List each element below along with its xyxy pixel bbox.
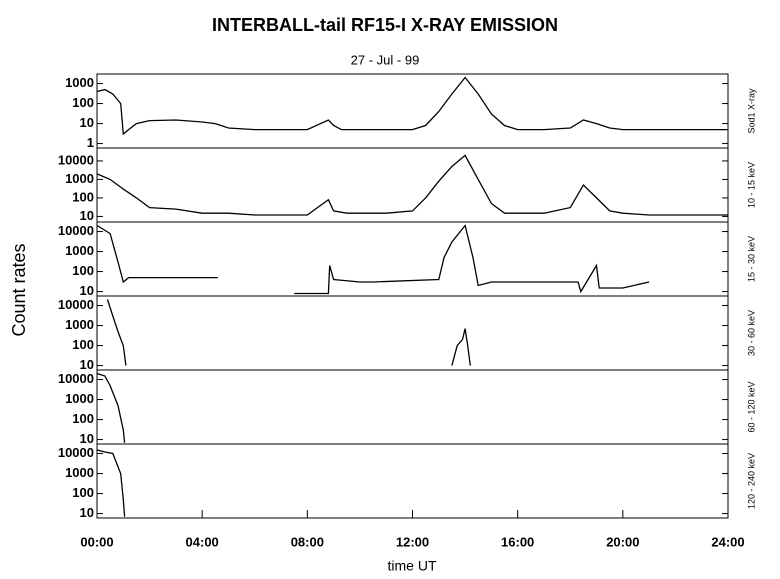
x-tick-label: 04:00 bbox=[186, 534, 219, 549]
data-line bbox=[96, 449, 126, 517]
y-tick-label: 100 bbox=[72, 411, 94, 426]
panel-frame bbox=[96, 443, 729, 519]
chart-subtitle: 27 - Jul - 99 bbox=[351, 52, 420, 67]
y-tick-label: 100 bbox=[72, 263, 94, 278]
x-axis-label: time UT bbox=[388, 558, 437, 574]
panel-frame bbox=[96, 369, 729, 445]
y-tick-label: 1000 bbox=[65, 171, 94, 186]
y-tick-label: 1000 bbox=[65, 243, 94, 258]
y-tick-label: 1000 bbox=[65, 465, 94, 480]
channel-label: 15 - 30 keV bbox=[746, 236, 756, 282]
y-tick-label: 1 bbox=[87, 135, 94, 150]
y-tick-label: 100 bbox=[72, 189, 94, 204]
data-line bbox=[96, 154, 728, 216]
y-tick-label: 1000 bbox=[65, 75, 94, 90]
panel-frame bbox=[96, 221, 729, 297]
y-tick-label: 10 bbox=[80, 505, 94, 520]
y-tick-label: 10 bbox=[80, 283, 94, 298]
y-tick-label: 10000 bbox=[58, 223, 94, 238]
y-tick-label: 10 bbox=[80, 357, 94, 372]
y-tick-label: 10000 bbox=[58, 152, 94, 167]
panel-frame bbox=[96, 295, 729, 371]
x-tick-label: 08:00 bbox=[291, 534, 324, 549]
y-tick-label: 10000 bbox=[58, 297, 94, 312]
y-tick-label: 100 bbox=[72, 337, 94, 352]
x-tick-label: 16:00 bbox=[501, 534, 534, 549]
y-tick-label: 10 bbox=[80, 115, 94, 130]
x-tick-label: 00:00 bbox=[80, 534, 113, 549]
y-tick-label: 1000 bbox=[65, 317, 94, 332]
data-line bbox=[96, 372, 126, 443]
channel-label: 30 - 60 keV bbox=[746, 310, 756, 356]
panel-frame bbox=[96, 73, 729, 149]
channel-label: 60 - 120 keV bbox=[746, 381, 756, 432]
y-tick-label: 100 bbox=[72, 95, 94, 110]
x-tick-label: 24:00 bbox=[711, 534, 744, 549]
channel-label: 120 - 240 keV bbox=[746, 453, 756, 509]
channel-label: Sod1 X-ray bbox=[746, 88, 756, 134]
data-line bbox=[106, 299, 471, 366]
channel-label: 10 - 15 keV bbox=[746, 162, 756, 208]
y-axis-label: Count rates bbox=[9, 243, 29, 336]
x-tick-label: 20:00 bbox=[606, 534, 639, 549]
y-tick-label: 10000 bbox=[58, 371, 94, 386]
y-tick-label: 10 bbox=[80, 208, 94, 223]
y-tick-label: 10000 bbox=[58, 445, 94, 460]
y-tick-label: 100 bbox=[72, 485, 94, 500]
data-line bbox=[96, 224, 650, 295]
y-tick-label: 10 bbox=[80, 431, 94, 446]
y-tick-label: 1000 bbox=[65, 391, 94, 406]
x-tick-label: 12:00 bbox=[396, 534, 429, 549]
chart-title: INTERBALL-tail RF15-I X-RAY EMISSION bbox=[212, 15, 558, 35]
data-line bbox=[96, 76, 728, 136]
